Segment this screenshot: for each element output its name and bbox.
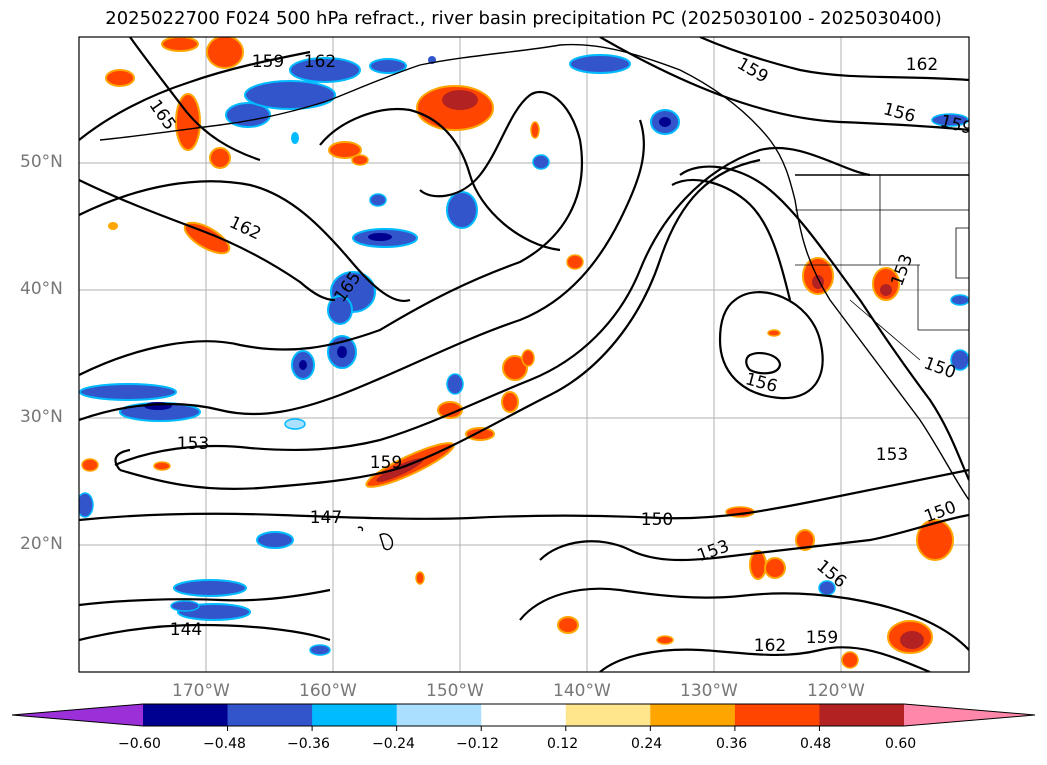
lon-label-130w: 130°W	[680, 681, 738, 701]
lat-label-50n: 50°N	[20, 152, 63, 172]
negative-precip-regions	[79, 54, 969, 656]
colorbar-segment	[734, 704, 820, 726]
colorbar-tick-label: 0.12	[547, 736, 579, 752]
lon-label-150w: 150°W	[426, 681, 484, 701]
contour-label: 144	[170, 620, 202, 640]
lat-label-30n: 30°N	[20, 407, 63, 427]
colorbar-tick-label: 0.36	[716, 736, 748, 752]
contour-label: 147	[310, 508, 342, 528]
colorbar-tick-label: −0.60	[118, 736, 161, 752]
colorbar	[11, 703, 1036, 731]
positive-precip-regions	[81, 37, 954, 669]
colorbar-segment	[819, 704, 905, 726]
map-title: 2025022700 F024 500 hPa refract., river …	[105, 8, 942, 29]
colorbar-tick-label: −0.24	[372, 736, 415, 752]
colorbar-extend-high	[904, 704, 1035, 726]
colorbar-tick-label: 0.24	[631, 736, 663, 752]
lon-label-170w: 170°W	[172, 681, 230, 701]
map-frame	[78, 36, 970, 673]
contour-label: 153	[177, 434, 209, 454]
coastlines	[99, 43, 969, 551]
lat-label-20n: 20°N	[20, 534, 63, 554]
contour-label: 162	[304, 52, 336, 72]
colorbar-tick-label: 0.48	[800, 736, 832, 752]
lon-label-140w: 140°W	[553, 681, 611, 701]
colorbar-tick-label: 0.60	[885, 736, 917, 752]
colorbar-tick-label: −0.48	[203, 736, 246, 752]
contour-label: 162	[906, 55, 938, 75]
colorbar-segment	[227, 704, 313, 726]
colorbar-segment	[143, 704, 229, 726]
colorbar-segment	[565, 704, 651, 726]
refractivity-contours	[79, 37, 969, 672]
colorbar-segment	[650, 704, 736, 726]
contour-label: 162	[754, 636, 786, 656]
colorbar-extend-low	[12, 704, 143, 726]
colorbar-segment	[312, 704, 398, 726]
colorbar-tick-label: −0.12	[456, 736, 499, 752]
lon-label-120w: 120°W	[807, 681, 865, 701]
colorbar-segment	[396, 704, 482, 726]
contour-label: 159	[370, 453, 402, 473]
colorbar-tick-label: −0.36	[287, 736, 330, 752]
lon-label-160w: 160°W	[299, 681, 357, 701]
contour-label: 159	[806, 628, 838, 648]
colorbar-outline	[11, 703, 1036, 727]
lat-label-40n: 40°N	[20, 279, 63, 299]
contour-label: 153	[876, 445, 908, 465]
colorbar-segment	[481, 704, 567, 726]
contour-label: 150	[641, 510, 673, 530]
contour-label: 159	[252, 52, 284, 72]
